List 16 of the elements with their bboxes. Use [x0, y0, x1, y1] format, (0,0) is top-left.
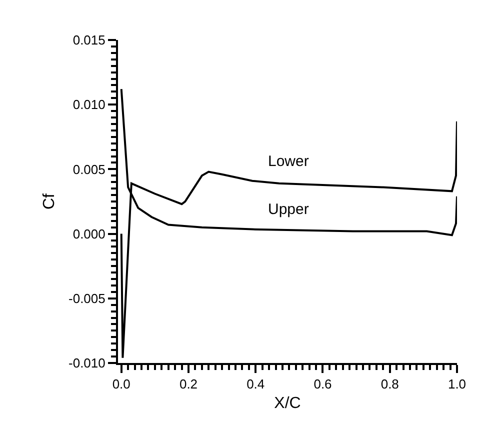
annotation: Lower — [268, 153, 309, 170]
x-tick-label: 0.0 — [112, 376, 130, 392]
x-tick-label: 0.4 — [246, 376, 265, 392]
x-tick-label: 0.8 — [380, 376, 399, 392]
y-tick-label: -0.005 — [68, 290, 106, 306]
y-tick-label: 0.005 — [72, 162, 106, 177]
y-tick-label: 0.010 — [72, 97, 106, 112]
y-axis-title: Cf — [40, 192, 58, 210]
y-tick-label: 0.015 — [72, 32, 106, 48]
x-tick-label: 0.6 — [314, 376, 332, 392]
annotation: Upper — [268, 201, 309, 218]
x-axis-title: X/C — [274, 394, 301, 412]
y-tick-label: 0.000 — [72, 226, 106, 242]
y-tick-label: -0.010 — [68, 356, 106, 371]
x-tick-label: 0.2 — [179, 376, 198, 392]
x-tick-label: 1.0 — [448, 376, 466, 392]
